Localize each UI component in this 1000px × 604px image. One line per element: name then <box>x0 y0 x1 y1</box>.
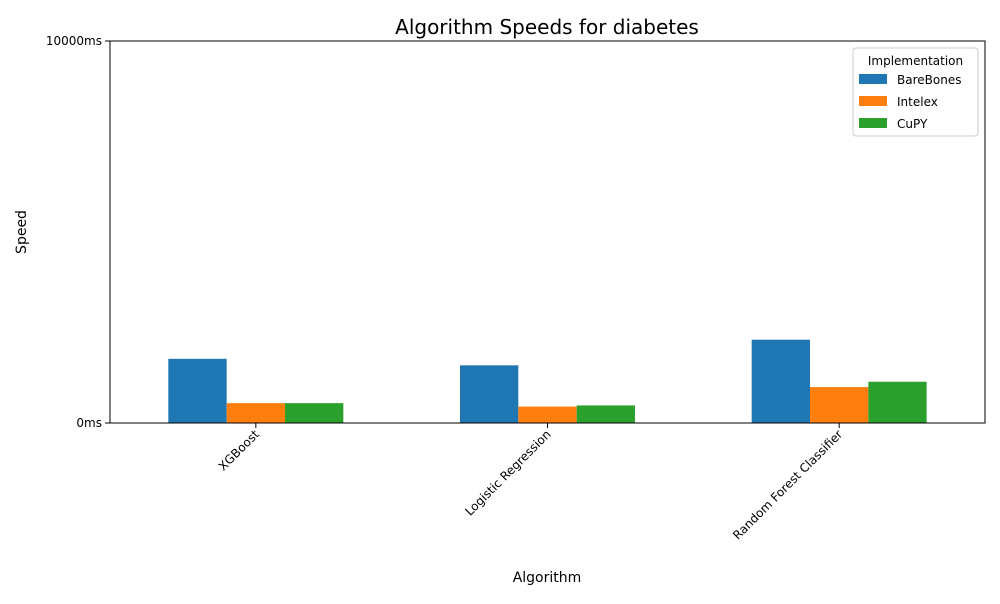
legend-swatch-barebones <box>859 74 887 84</box>
legend-title: Implementation <box>868 54 963 68</box>
legend-box <box>852 47 979 137</box>
y-tick-label-0: 0ms <box>76 416 102 430</box>
x-tick-label-2: Random Forest Classifier <box>730 427 845 542</box>
bar-barebones-0 <box>168 358 227 423</box>
legend-label-barebones: BareBones <box>897 73 961 87</box>
legend-label-cupy: CuPY <box>897 117 928 131</box>
x-tick-label-1: Logistic Regression <box>462 427 553 518</box>
bar-intelex-2 <box>810 387 869 423</box>
chart-title: Algorithm Speeds for diabetes <box>395 15 699 39</box>
bar-cupy-0 <box>285 403 344 423</box>
y-tick-label-1: 10000ms <box>46 34 102 48</box>
bar-intelex-0 <box>226 403 285 423</box>
plot-area: 0ms 10000ms XGBoost Logistic Regression Rand… <box>46 34 986 542</box>
bar-intelex-1 <box>518 406 577 423</box>
legend-label-intelex: Intelex <box>897 95 938 109</box>
y-axis-label: Speed <box>14 210 30 254</box>
x-tick-label-0: XGBoost <box>216 427 262 473</box>
bar-barebones-1 <box>460 365 519 423</box>
bar-cupy-2 <box>868 381 927 423</box>
bar-cupy-1 <box>576 405 635 423</box>
x-axis-label: Algorithm <box>513 570 582 586</box>
bar-barebones-2 <box>751 339 810 423</box>
legend-swatch-cupy <box>859 118 887 128</box>
legend-swatch-intelex <box>859 96 887 106</box>
legend: Implementation BareBones Intelex CuPY <box>852 47 979 137</box>
